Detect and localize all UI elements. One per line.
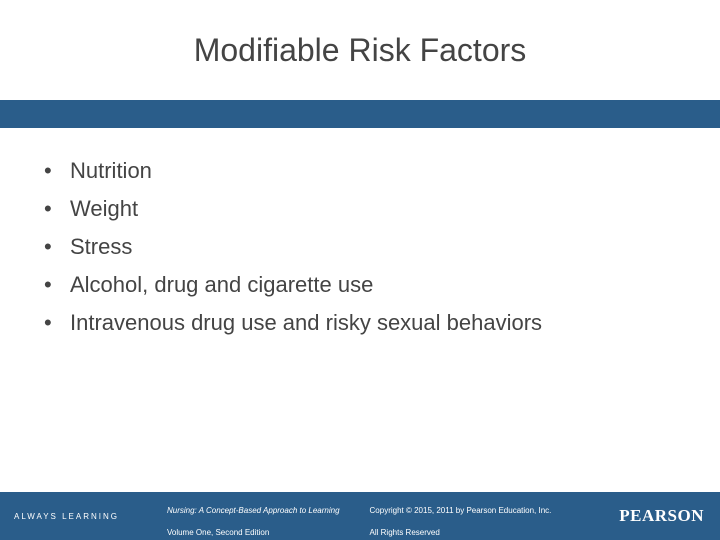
- list-item: • Stress: [44, 232, 676, 262]
- list-item: • Alcohol, drug and cigarette use: [44, 270, 676, 300]
- bullet-text: Stress: [70, 232, 132, 262]
- bullet-text: Weight: [70, 194, 138, 224]
- footer-bar: ALWAYS LEARNING Nursing: A Concept-Based…: [0, 492, 720, 540]
- footer-copy-line2: All Rights Reserved: [370, 528, 440, 537]
- bullet-icon: •: [44, 232, 70, 262]
- title-band: Modifiable Risk Factors: [0, 0, 720, 100]
- bullet-icon: •: [44, 156, 70, 186]
- list-item: • Weight: [44, 194, 676, 224]
- page-title: Modifiable Risk Factors: [194, 32, 527, 69]
- bullet-icon: •: [44, 194, 70, 224]
- divider-band: [0, 100, 720, 128]
- footer-book-title: Nursing: A Concept-Based Approach to Lea…: [119, 494, 340, 538]
- list-item: • Intravenous drug use and risky sexual …: [44, 308, 676, 338]
- bullet-icon: •: [44, 308, 70, 338]
- bullet-text: Nutrition: [70, 156, 152, 186]
- content-area: • Nutrition • Weight • Stress • Alcohol,…: [0, 128, 720, 338]
- bullet-text: Alcohol, drug and cigarette use: [70, 270, 373, 300]
- footer-tagline: ALWAYS LEARNING: [0, 512, 119, 521]
- bullet-list: • Nutrition • Weight • Stress • Alcohol,…: [44, 156, 676, 338]
- footer-copyright: Copyright © 2015, 2011 by Pearson Educat…: [340, 494, 552, 538]
- footer-book-line2: Volume One, Second Edition: [167, 528, 269, 537]
- footer-copy-line1: Copyright © 2015, 2011 by Pearson Educat…: [370, 506, 552, 515]
- pearson-logo: PEARSON: [619, 506, 720, 526]
- list-item: • Nutrition: [44, 156, 676, 186]
- bullet-text: Intravenous drug use and risky sexual be…: [70, 308, 542, 338]
- bullet-icon: •: [44, 270, 70, 300]
- footer-book-line1: Nursing: A Concept-Based Approach to Lea…: [167, 506, 340, 515]
